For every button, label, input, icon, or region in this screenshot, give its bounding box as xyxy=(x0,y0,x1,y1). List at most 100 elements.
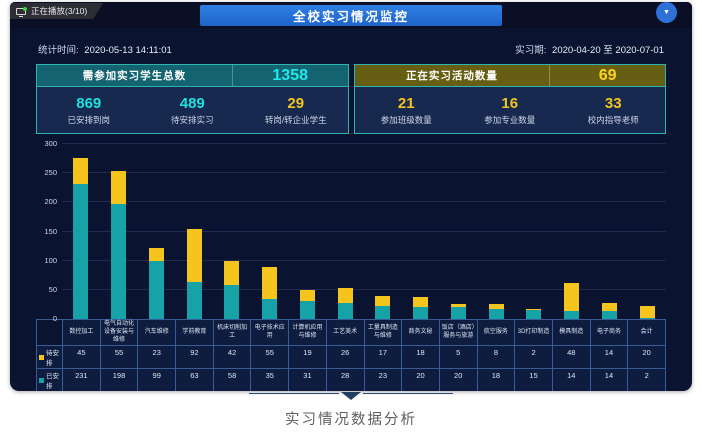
dropdown-button[interactable]: ▼ xyxy=(656,2,677,23)
bar-column xyxy=(364,144,402,319)
bar-segment-assigned xyxy=(148,261,164,319)
plot-area xyxy=(62,143,666,319)
bar-segment-assigned xyxy=(450,307,466,319)
stat-majors-label: 参加专业数量 xyxy=(484,114,536,125)
gridline xyxy=(62,288,666,290)
activities-panel-body: 21 参加班级数量 16 参加专业数量 33 校内指导老师 xyxy=(354,87,666,133)
students-total-value: 1358 xyxy=(231,65,348,86)
y-tick-label: 300 xyxy=(44,139,57,148)
bar-segment-pending xyxy=(526,309,542,311)
gridline xyxy=(62,172,666,174)
table-value-cell: 19 xyxy=(289,346,327,370)
bar-column xyxy=(402,144,440,319)
table-header-cell: 机床切削加工 xyxy=(213,320,252,347)
bar-column xyxy=(138,144,176,319)
table-value-cell: 15 xyxy=(515,369,553,391)
bar-segment-assigned xyxy=(413,307,429,319)
bar-segment-assigned xyxy=(375,305,391,319)
bar-segment-pending xyxy=(564,282,580,311)
activities-total-label: 正在实习活动数量 xyxy=(405,70,498,82)
table-value-cell: 58 xyxy=(213,369,252,391)
gridline xyxy=(62,201,666,203)
stacked-bar xyxy=(337,144,353,319)
stacked-bar xyxy=(262,144,278,319)
bar-segment-assigned xyxy=(488,308,504,319)
table-value-cell: 23 xyxy=(364,369,403,391)
table-value-cell: 17 xyxy=(364,346,403,370)
top-bar: 正在播放(3/10) 全校实习情况监控 ▼ xyxy=(10,2,692,28)
internship-period: 实习期: 2020-04-20 至 2020-07-01 xyxy=(515,42,664,56)
bar-segment-assigned xyxy=(186,282,202,319)
table-row-label: 待安排 xyxy=(37,346,63,370)
bar-segment-pending xyxy=(111,171,127,204)
caption-divider xyxy=(0,392,702,402)
activities-total-value: 69 xyxy=(549,65,665,86)
playing-status-tag[interactable]: 正在播放(3/10) xyxy=(10,3,103,19)
students-panel-header: 需参加实习学生总数 1358 xyxy=(37,65,348,87)
stat-assigned-value: 869 xyxy=(76,94,102,112)
bar-segment-assigned xyxy=(639,317,655,319)
stat-classes-value: 21 xyxy=(397,94,415,112)
bar-column xyxy=(251,144,289,319)
legend-marker-icon xyxy=(39,354,44,360)
caption-area: 实习情况数据分析 xyxy=(0,392,702,429)
stacked-bar xyxy=(73,144,89,319)
students-panel-body: 869 已安排到岗 489 待安排实习 29 转岗/转企业学生 xyxy=(37,87,348,133)
stat-transferred-label: 转岗/转企业学生 xyxy=(264,114,327,125)
bar-segment-assigned xyxy=(601,310,617,319)
stacked-bar xyxy=(148,144,164,319)
bar-segment-pending xyxy=(450,304,466,308)
table-value-cell: 5 xyxy=(439,346,478,370)
y-tick-label: 0 xyxy=(52,314,57,323)
bar-segment-assigned xyxy=(526,310,542,319)
table-value-cell: 35 xyxy=(251,369,290,391)
table-value-cell: 48 xyxy=(552,346,591,370)
table-value-cell: 55 xyxy=(100,346,139,370)
stat-majors: 16 参加专业数量 xyxy=(458,87,562,133)
bar-column xyxy=(553,144,591,319)
bar-column xyxy=(591,144,629,319)
monitor-icon xyxy=(16,8,26,15)
stat-time-value: 2020-05-13 14:11:01 xyxy=(84,45,172,56)
table-header-cell: 会计 xyxy=(628,320,666,347)
bar-segment-pending xyxy=(73,158,89,185)
stat-pending: 489 待安排实习 xyxy=(141,87,245,133)
bar-segment-pending xyxy=(186,228,202,283)
bar-column xyxy=(628,144,666,319)
table-value-cell: 14 xyxy=(590,346,629,370)
table-value-cell: 14 xyxy=(590,369,629,391)
chevron-down-icon: ▼ xyxy=(663,9,670,16)
y-tick-label: 50 xyxy=(48,284,57,294)
table-header-cell: 数控加工 xyxy=(63,320,101,347)
stat-teachers: 33 校内指导老师 xyxy=(562,87,666,133)
bar-column xyxy=(477,144,515,319)
stat-transferred-value: 29 xyxy=(287,94,305,112)
period-label: 实习期: xyxy=(515,45,547,56)
bar-column xyxy=(515,144,553,319)
stacked-bar xyxy=(375,144,391,319)
table-value-cell: 231 xyxy=(63,369,101,391)
table-header-cell: 工艺美术 xyxy=(326,320,365,347)
table-header-cell: 汽车维修 xyxy=(138,320,177,347)
bar-column xyxy=(326,144,364,319)
stacked-bar xyxy=(111,144,127,319)
bar-column xyxy=(440,144,478,319)
chart-section: 0 50 100 150 200 250 300 数控加工 电气自动化设备安装与维修 汽车维修学… xyxy=(36,139,666,391)
table-header-cell: 学前教育 xyxy=(176,320,214,347)
bar-segment-assigned xyxy=(73,184,89,319)
stacked-bar xyxy=(413,144,429,319)
legend-marker-icon xyxy=(39,377,44,383)
stat-teachers-value: 33 xyxy=(604,94,622,112)
stacked-bar xyxy=(488,144,504,319)
y-tick-label: 100 xyxy=(44,255,57,265)
table-value-cell: 63 xyxy=(176,369,214,391)
bar-segment-pending xyxy=(148,247,164,262)
table-value-cell: 92 xyxy=(176,346,214,370)
stat-transferred: 29 转岗/转企业学生 xyxy=(244,87,348,133)
table-value-cell: 8 xyxy=(477,346,516,370)
table-value-cell: 42 xyxy=(213,346,252,370)
stacked-bar xyxy=(299,144,315,319)
bar-column xyxy=(289,144,327,319)
table-header-cell: 工量具制造与维修 xyxy=(364,320,403,347)
bars-row xyxy=(62,144,666,319)
